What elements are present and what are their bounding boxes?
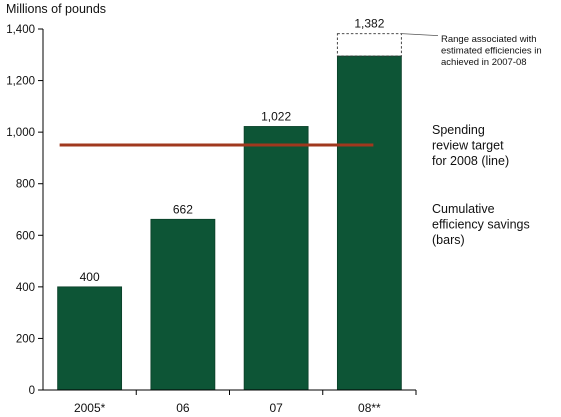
y-tick-label: 800 — [16, 179, 35, 191]
bar — [243, 126, 309, 391]
bar-data-label: 662 — [173, 202, 193, 216]
y-tick-label: 1,000 — [6, 127, 35, 139]
range-top-label: 1,382 — [354, 17, 384, 31]
bar-legend-text: efficiency savings — [432, 218, 530, 232]
y-tick-label: 1,400 — [6, 24, 35, 36]
y-axis-title: Millions of pounds — [6, 2, 106, 16]
range-annotation-text: estimated efficiencies in — [441, 46, 542, 57]
range-estimate-box — [336, 33, 402, 57]
range-annotation-text: Range associated with — [441, 34, 537, 45]
y-tick-label: 400 — [16, 282, 35, 294]
bar-data-label: 1,022 — [261, 109, 291, 123]
bars — [57, 33, 402, 391]
bar-legend-text: (bars) — [432, 233, 465, 247]
bar-data-label: 400 — [80, 270, 100, 284]
x-category-label: 08** — [358, 401, 381, 415]
range-annotation-text: achieved in 2007-08 — [441, 57, 527, 68]
y-axis-ticks: 0 200 400 600 800 1,000 1,200 1,400 — [6, 24, 417, 397]
y-tick-label: 0 — [29, 385, 35, 397]
y-tick-label: 200 — [16, 333, 35, 345]
target-line-legend-text: review target — [432, 139, 504, 153]
x-category-label: 07 — [269, 401, 283, 415]
bar-legend-text: Cumulative — [432, 202, 495, 216]
bar — [57, 286, 123, 391]
x-category-label: 2005* — [74, 401, 106, 415]
x-category-label: 06 — [176, 401, 190, 415]
range-annotation-connector — [401, 33, 439, 37]
y-tick-label: 1,200 — [6, 76, 35, 88]
target-line-legend-text: for 2008 (line) — [432, 154, 509, 168]
target-line-legend-text: Spending — [432, 123, 485, 137]
labels: 2005* 400 06 662 07 1,022 08** 1,382 Range assoc… — [74, 17, 542, 415]
y-tick-label: 600 — [16, 230, 35, 242]
bar — [336, 55, 402, 391]
bar — [150, 218, 216, 391]
